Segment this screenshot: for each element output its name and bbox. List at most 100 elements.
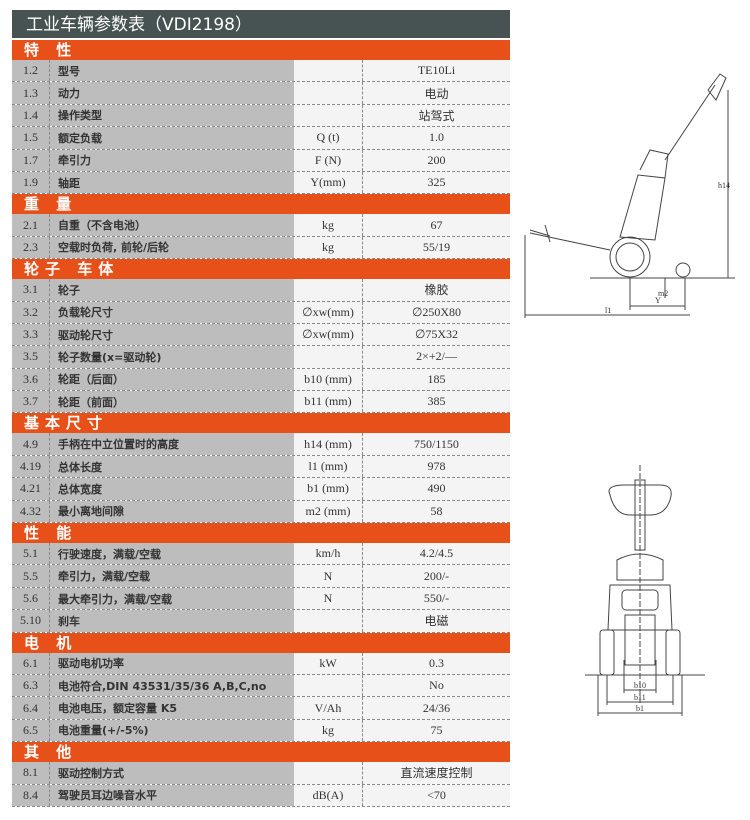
row-label: 驱动轮尺寸 bbox=[50, 323, 294, 346]
row-number: 5.6 bbox=[12, 587, 50, 610]
table-row: 1.7 牵引力 F (N) 200 bbox=[12, 149, 510, 172]
section-header: 轮子 车体 bbox=[12, 259, 510, 280]
row-label: 动力 bbox=[50, 82, 294, 104]
tow-bar bbox=[529, 232, 611, 251]
row-label: 自重（不含电池） bbox=[50, 214, 294, 236]
table-row: 3.2 负载轮尺寸 ∅xw(mm) ∅250X80 bbox=[12, 301, 510, 324]
section-header: 电 机 bbox=[12, 632, 510, 653]
row-value: ∅75X32 bbox=[363, 323, 510, 346]
row-label: 刹车 bbox=[50, 610, 294, 632]
row-label: 牵引力 bbox=[50, 149, 294, 171]
row-number: 4.32 bbox=[12, 500, 50, 523]
right-wheel bbox=[665, 629, 681, 676]
row-number: 3.3 bbox=[12, 323, 50, 346]
row-unit: Q (t) bbox=[294, 127, 363, 149]
row-value: 490 bbox=[363, 478, 510, 500]
row-unit: N bbox=[294, 587, 363, 610]
row-number: 2.3 bbox=[12, 236, 50, 259]
row-value: 0.3 bbox=[363, 652, 510, 674]
row-label: 轮子 bbox=[50, 279, 294, 301]
row-unit: h14 (mm) bbox=[294, 433, 363, 455]
row-value: 385 bbox=[363, 391, 510, 413]
table-row: 4.19 总体长度 l1 (mm) 978 bbox=[12, 455, 510, 479]
table-row: 1.2 型号 TE10Li bbox=[12, 60, 510, 83]
row-unit: l1 (mm) bbox=[294, 455, 363, 478]
row-label: 最大牵引力，满载/空载 bbox=[50, 587, 294, 610]
row-value: 4.2/4.5 bbox=[363, 543, 510, 565]
row-value: 550/- bbox=[363, 587, 510, 610]
body-front bbox=[607, 584, 673, 631]
row-number: 3.7 bbox=[12, 391, 50, 413]
table-row: 1.4 操作类型 站驾式 bbox=[12, 104, 510, 128]
handle-shaft bbox=[664, 84, 716, 161]
table-row: 6.3 电池符合,DIN 43531/35/36 A,B,C,no No bbox=[12, 674, 510, 698]
row-label: 轮距（后面） bbox=[50, 368, 294, 391]
row-unit: km/h bbox=[294, 543, 363, 565]
sheet-title: 工业车辆参数表（VDI2198） bbox=[12, 10, 510, 40]
front-view-drawing: b10 b11 b1 bbox=[585, 465, 705, 716]
row-label: 电池重量(+/-5%) bbox=[50, 719, 294, 742]
row-label: 驾驶员耳边噪音水平 bbox=[50, 784, 294, 806]
table-row: 6.1 驱动电机功率 kW 0.3 bbox=[12, 652, 510, 675]
row-label: 最小离地间隙 bbox=[50, 500, 294, 523]
row-unit: b11 (mm) bbox=[294, 391, 363, 413]
table-row: 8.4 驾驶员耳边噪音水平 dB(A) <70 bbox=[12, 784, 510, 807]
row-label: 负载轮尺寸 bbox=[50, 301, 294, 323]
row-number: 1.4 bbox=[12, 104, 50, 127]
table-row: 3.6 轮距（后面） b10 (mm) 185 bbox=[12, 368, 510, 392]
handle-loop bbox=[608, 484, 672, 516]
table-row: 4.32 最小离地间隙 m2 (mm) 58 bbox=[12, 500, 510, 524]
row-value: 1.0 bbox=[363, 127, 510, 149]
table-row: 4.21 总体宽度 b1 (mm) 490 bbox=[12, 478, 510, 501]
row-unit: ∅xw(mm) bbox=[294, 301, 363, 323]
table-row: 2.3 空载时负荷, 前轮/后轮 kg 55/19 bbox=[12, 236, 510, 260]
row-unit bbox=[294, 279, 363, 301]
row-label: 轴距 bbox=[50, 171, 294, 194]
row-value: 325 bbox=[363, 171, 510, 194]
row-value: 978 bbox=[363, 455, 510, 478]
row-value: 750/1150 bbox=[363, 433, 510, 455]
table-row: 6.4 电池电压，额定容量 K5 V/Ah 24/36 bbox=[12, 697, 510, 720]
row-number: 1.7 bbox=[12, 149, 50, 171]
table-row: 3.3 驱动轮尺寸 ∅xw(mm) ∅75X32 bbox=[12, 323, 510, 347]
table-row: 3.1 轮子 橡胶 bbox=[12, 279, 510, 302]
row-number: 1.3 bbox=[12, 82, 50, 104]
handle-column bbox=[634, 479, 646, 551]
row-number: 6.3 bbox=[12, 674, 50, 697]
table-row: 5.6 最大牵引力，满载/空载 N 550/- bbox=[12, 587, 510, 611]
row-number: 6.1 bbox=[12, 652, 50, 674]
row-unit: V/Ah bbox=[294, 697, 363, 719]
m2-label: m2 bbox=[658, 289, 668, 298]
left-wheel bbox=[599, 629, 615, 676]
row-unit bbox=[294, 82, 363, 104]
section-header: 基本尺寸 bbox=[12, 413, 510, 434]
row-label: 轮距（前面） bbox=[50, 391, 294, 413]
row-number: 5.5 bbox=[12, 565, 50, 587]
section-header: 性 能 bbox=[12, 523, 510, 544]
table-row: 8.1 驱动控制方式 直流速度控制 bbox=[12, 762, 510, 785]
table-row: 4.9 手柄在中立位置时的高度 h14 (mm) 750/1150 bbox=[12, 433, 510, 456]
row-number: 6.5 bbox=[12, 719, 50, 742]
row-label: 额定负载 bbox=[50, 127, 294, 149]
row-unit bbox=[294, 610, 363, 632]
section-header: 特 性 bbox=[12, 40, 510, 60]
row-number: 1.2 bbox=[12, 60, 50, 82]
row-value: TE10Li bbox=[363, 60, 510, 82]
row-value: 200 bbox=[363, 149, 510, 171]
row-unit bbox=[294, 762, 363, 784]
table-row: 5.10 刹车 电磁 bbox=[12, 610, 510, 633]
row-value: 站驾式 bbox=[363, 104, 510, 127]
table-row: 1.5 额定负载 Q (t) 1.0 bbox=[12, 127, 510, 150]
row-value: 24/36 bbox=[363, 697, 510, 719]
row-number: 5.10 bbox=[12, 610, 50, 632]
row-value: 67 bbox=[363, 214, 510, 236]
row-number: 1.9 bbox=[12, 171, 50, 194]
handle-grip bbox=[707, 73, 727, 101]
row-value: 直流速度控制 bbox=[363, 762, 510, 784]
row-value: ∅250X80 bbox=[363, 301, 510, 323]
row-value: 橡胶 bbox=[363, 279, 510, 301]
row-value: 电磁 bbox=[363, 610, 510, 632]
section-header: 重 量 bbox=[12, 194, 510, 215]
table-row: 6.5 电池重量(+/-5%) kg 75 bbox=[12, 719, 510, 743]
row-value: 58 bbox=[363, 500, 510, 523]
